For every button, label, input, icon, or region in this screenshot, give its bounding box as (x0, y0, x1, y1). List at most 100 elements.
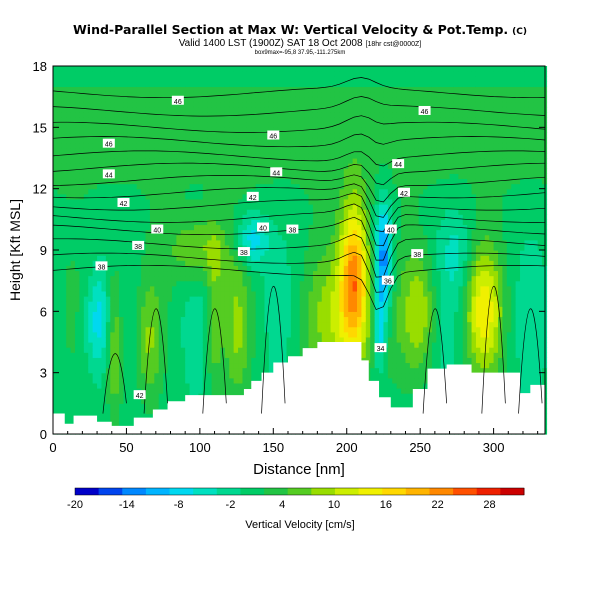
field-cell (145, 188, 151, 195)
field-cell (233, 296, 239, 302)
field-cell (290, 331, 296, 338)
field-cell (149, 285, 155, 292)
field-cell (53, 66, 59, 72)
field-cell (286, 342, 292, 348)
field-cell (260, 244, 266, 251)
field-cell (136, 331, 142, 338)
field-cell (224, 112, 230, 118)
field-cell (238, 127, 244, 134)
field-cell (101, 71, 107, 77)
field-cell (70, 152, 76, 159)
field-cell (268, 204, 274, 210)
field-cell (224, 209, 230, 215)
field-cell (70, 112, 76, 118)
field-cell (176, 239, 182, 246)
field-cell (202, 81, 208, 88)
field-cell (70, 178, 76, 185)
field-cell (242, 193, 248, 200)
field-cell (357, 296, 363, 302)
field-cell (171, 393, 177, 399)
field-cell (57, 122, 63, 128)
field-cell (171, 152, 177, 159)
field-cell (295, 296, 301, 302)
field-cell (207, 106, 213, 113)
field-cell (334, 209, 340, 215)
field-cell (282, 86, 288, 93)
field-cell (334, 234, 340, 241)
field-cell (123, 285, 129, 292)
field-cell (171, 265, 177, 272)
field-cell (229, 112, 235, 118)
field-cell (308, 255, 314, 261)
field-cell (260, 270, 266, 277)
field-cell (154, 250, 160, 256)
field-cell (268, 122, 274, 128)
field-cell (123, 112, 129, 118)
field-cell (101, 96, 107, 103)
field-cell (92, 296, 98, 302)
field-cell (224, 382, 230, 389)
field-cell (92, 209, 98, 215)
field-cell (110, 127, 116, 134)
field-cell (242, 137, 248, 144)
field-cell (326, 260, 332, 266)
field-cell (79, 357, 85, 364)
field-cell (83, 122, 89, 128)
field-cell (189, 158, 195, 164)
field-cell (260, 321, 266, 328)
field-cell (286, 152, 292, 159)
field-cell (88, 71, 94, 77)
field-cell (158, 137, 164, 144)
field-cell (348, 260, 354, 266)
field-cell (123, 255, 129, 261)
field-cell (211, 270, 217, 277)
field-cell (277, 357, 283, 364)
field-cell (299, 71, 305, 77)
field-cell (114, 367, 120, 374)
field-cell (312, 234, 318, 241)
field-cell (268, 275, 274, 282)
field-cell (216, 91, 222, 98)
field-cell (119, 183, 125, 190)
field-cell (92, 86, 98, 93)
field-cell (251, 178, 257, 185)
field-cell (66, 158, 72, 164)
field-cell (123, 127, 129, 134)
field-cell (282, 306, 288, 312)
field-cell (189, 372, 195, 379)
field-cell (193, 244, 199, 251)
field-cell (163, 183, 169, 190)
field-cell (308, 132, 314, 139)
field-cell (304, 204, 310, 210)
field-cell (202, 204, 208, 210)
field-cell (202, 142, 208, 149)
field-cell (193, 122, 199, 128)
field-cell (224, 147, 230, 154)
field-cell (141, 255, 147, 261)
field-cell (75, 388, 81, 394)
field-cell (321, 132, 327, 139)
field-cell (242, 183, 248, 190)
field-cell (229, 352, 235, 358)
field-cell (66, 106, 72, 113)
field-cell (53, 311, 59, 318)
field-cell (167, 142, 173, 149)
field-cell (145, 255, 151, 261)
field-cell (348, 71, 354, 77)
field-cell (110, 260, 116, 266)
field-cell (312, 290, 318, 297)
field-cell (145, 270, 151, 277)
field-cell (193, 147, 199, 154)
field-cell (57, 336, 63, 343)
field-cell (220, 296, 226, 302)
field-cell (92, 81, 98, 88)
field-cell (308, 336, 314, 343)
field-cell (136, 178, 142, 185)
field-cell (216, 244, 222, 251)
field-cell (321, 316, 327, 323)
field-cell (132, 382, 138, 389)
field-cell (216, 122, 222, 128)
field-cell (158, 188, 164, 195)
field-cell (229, 204, 235, 210)
field-cell (185, 229, 191, 236)
